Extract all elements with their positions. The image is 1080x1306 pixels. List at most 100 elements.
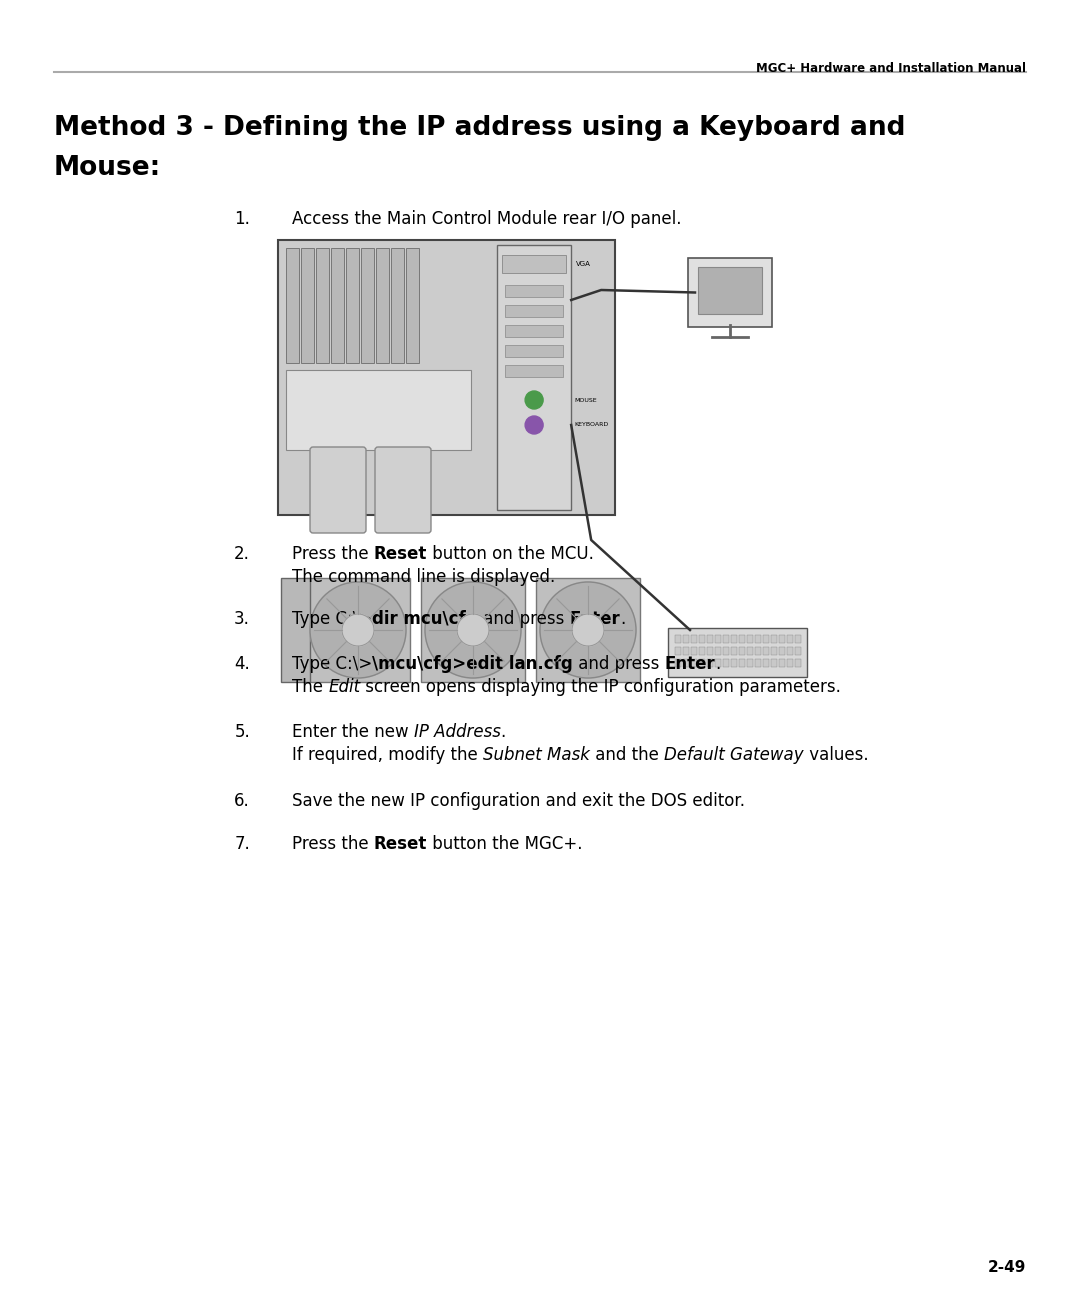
Circle shape (525, 390, 543, 409)
FancyBboxPatch shape (391, 248, 404, 363)
Text: screen opens displaying the IP configuration parameters.: screen opens displaying the IP configura… (361, 678, 841, 696)
FancyBboxPatch shape (346, 248, 359, 363)
Circle shape (342, 614, 374, 646)
FancyBboxPatch shape (707, 635, 713, 643)
FancyBboxPatch shape (683, 646, 689, 656)
Text: 5.: 5. (234, 724, 249, 741)
FancyBboxPatch shape (715, 635, 721, 643)
FancyBboxPatch shape (683, 635, 689, 643)
FancyBboxPatch shape (707, 660, 713, 667)
FancyBboxPatch shape (795, 646, 801, 656)
FancyBboxPatch shape (723, 646, 729, 656)
FancyBboxPatch shape (375, 447, 431, 533)
FancyBboxPatch shape (731, 660, 737, 667)
FancyBboxPatch shape (497, 246, 571, 511)
FancyBboxPatch shape (675, 660, 681, 667)
FancyBboxPatch shape (779, 635, 785, 643)
FancyBboxPatch shape (361, 248, 374, 363)
FancyBboxPatch shape (505, 285, 563, 296)
Text: The: The (292, 678, 328, 696)
Circle shape (310, 582, 406, 678)
Text: Enter the new: Enter the new (292, 724, 414, 741)
FancyBboxPatch shape (505, 345, 563, 357)
FancyBboxPatch shape (316, 248, 329, 363)
FancyBboxPatch shape (707, 646, 713, 656)
Text: 1.: 1. (234, 210, 249, 229)
FancyBboxPatch shape (747, 635, 753, 643)
FancyBboxPatch shape (691, 646, 697, 656)
Text: 6.: 6. (234, 791, 249, 810)
Text: Reset: Reset (374, 545, 428, 563)
Text: Type C:\>: Type C:\> (292, 656, 373, 673)
FancyBboxPatch shape (723, 660, 729, 667)
FancyBboxPatch shape (762, 660, 769, 667)
Text: button on the MCU.: button on the MCU. (428, 545, 594, 563)
FancyBboxPatch shape (739, 660, 745, 667)
Text: .: . (620, 610, 625, 628)
FancyBboxPatch shape (688, 259, 772, 326)
Text: Edit: Edit (328, 678, 361, 696)
Text: IP Address: IP Address (414, 724, 501, 741)
FancyBboxPatch shape (762, 646, 769, 656)
Circle shape (457, 614, 489, 646)
FancyBboxPatch shape (675, 646, 681, 656)
Text: 3.: 3. (234, 610, 249, 628)
FancyBboxPatch shape (683, 660, 689, 667)
FancyBboxPatch shape (306, 579, 410, 682)
Text: values.: values. (804, 746, 868, 764)
Text: KEYBOARD: KEYBOARD (575, 423, 608, 427)
FancyBboxPatch shape (699, 635, 705, 643)
Text: Save the new IP configuration and exit the DOS editor.: Save the new IP configuration and exit t… (292, 791, 745, 810)
FancyBboxPatch shape (755, 635, 761, 643)
Text: Press the: Press the (292, 835, 374, 853)
Text: VGA: VGA (577, 261, 591, 266)
FancyBboxPatch shape (787, 635, 793, 643)
FancyBboxPatch shape (739, 635, 745, 643)
FancyBboxPatch shape (771, 660, 777, 667)
FancyBboxPatch shape (747, 660, 753, 667)
FancyBboxPatch shape (406, 248, 419, 363)
FancyBboxPatch shape (301, 248, 314, 363)
Text: 4.: 4. (234, 656, 249, 673)
Text: and press: and press (478, 610, 569, 628)
FancyBboxPatch shape (795, 635, 801, 643)
Text: Subnet Mask: Subnet Mask (483, 746, 590, 764)
FancyBboxPatch shape (787, 646, 793, 656)
Text: \mcu\cfg>edit lan.cfg: \mcu\cfg>edit lan.cfg (373, 656, 573, 673)
Text: and press: and press (573, 656, 665, 673)
FancyBboxPatch shape (502, 255, 566, 273)
FancyBboxPatch shape (731, 646, 737, 656)
Text: Enter: Enter (569, 610, 620, 628)
Text: Default Gateway: Default Gateway (664, 746, 804, 764)
FancyBboxPatch shape (787, 660, 793, 667)
Text: 2.: 2. (234, 545, 249, 563)
FancyBboxPatch shape (771, 635, 777, 643)
FancyBboxPatch shape (779, 660, 785, 667)
FancyBboxPatch shape (691, 660, 697, 667)
Text: 2-49: 2-49 (987, 1260, 1026, 1275)
FancyBboxPatch shape (505, 306, 563, 317)
Text: The command line is displayed.: The command line is displayed. (292, 568, 555, 586)
FancyBboxPatch shape (330, 248, 345, 363)
Circle shape (540, 582, 636, 678)
Text: 7.: 7. (234, 835, 249, 853)
Text: Type C:\>: Type C:\> (292, 610, 373, 628)
FancyBboxPatch shape (715, 646, 721, 656)
Text: Reset: Reset (374, 835, 428, 853)
Text: MOUSE: MOUSE (575, 397, 597, 402)
FancyBboxPatch shape (723, 635, 729, 643)
FancyBboxPatch shape (755, 660, 761, 667)
FancyBboxPatch shape (762, 635, 769, 643)
Text: .: . (715, 656, 720, 673)
FancyBboxPatch shape (779, 646, 785, 656)
FancyBboxPatch shape (731, 635, 737, 643)
Circle shape (525, 417, 543, 434)
FancyBboxPatch shape (281, 579, 310, 682)
FancyBboxPatch shape (286, 248, 299, 363)
Text: Press the: Press the (292, 545, 374, 563)
FancyBboxPatch shape (505, 325, 563, 337)
FancyBboxPatch shape (771, 646, 777, 656)
FancyBboxPatch shape (376, 248, 389, 363)
FancyBboxPatch shape (699, 660, 705, 667)
FancyBboxPatch shape (698, 266, 762, 313)
